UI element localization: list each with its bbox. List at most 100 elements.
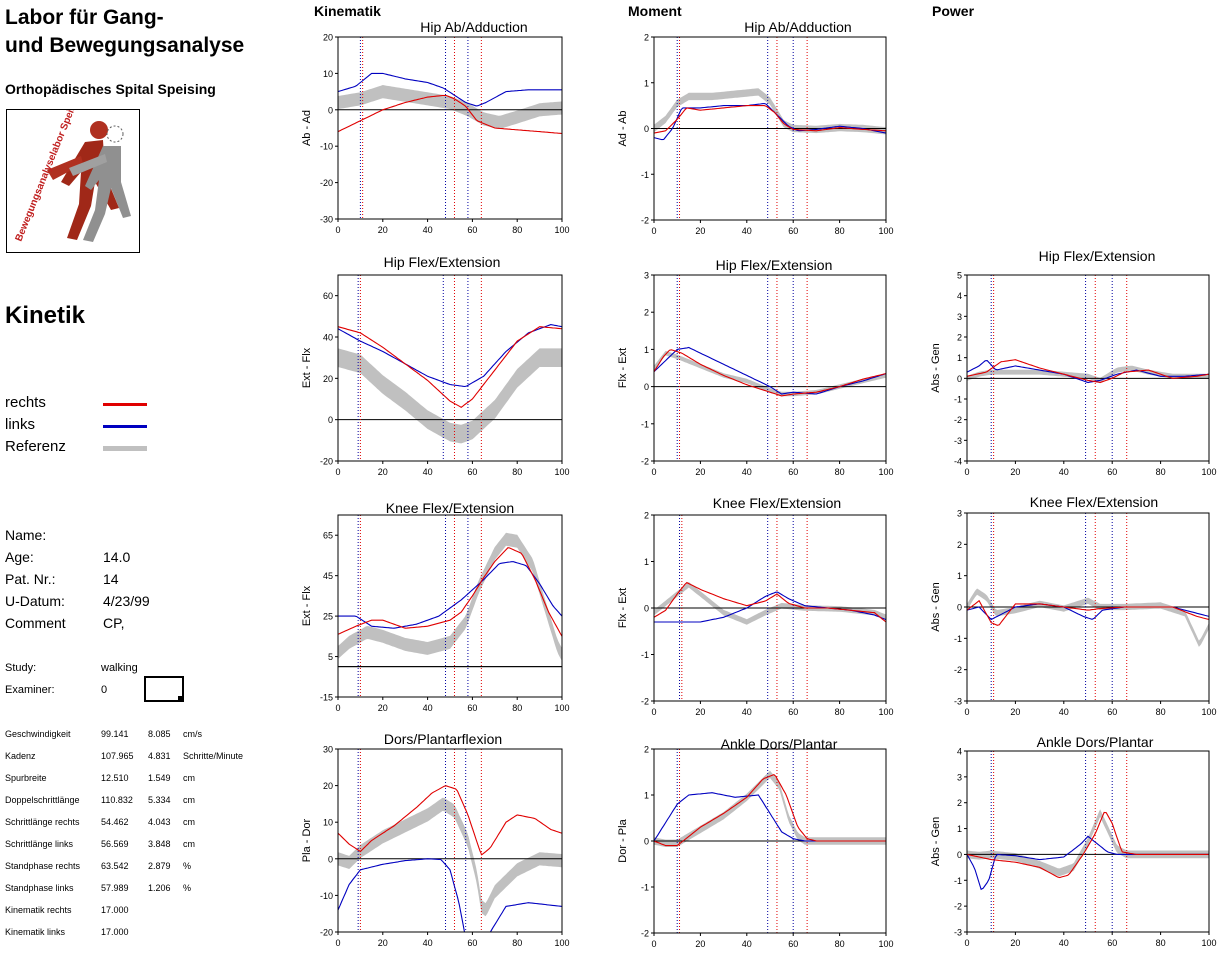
gait-parameter-row: Spurbreite 12.510 1.549 cm — [5, 773, 295, 786]
gait-parameter-value: 17.000 — [101, 905, 129, 915]
gait-parameter-unit: Schritte/Minute — [183, 751, 244, 761]
y-tick-label: 0 — [328, 854, 333, 864]
x-tick-label: 0 — [651, 226, 656, 236]
runner-figure-red — [47, 121, 119, 240]
x-tick-label: 60 — [788, 939, 798, 949]
series-right-line — [967, 359, 1209, 384]
reference-band — [654, 88, 886, 135]
y-axis-label: Abs - Gen — [930, 582, 942, 632]
gait-parameter-value: 63.542 — [101, 861, 129, 871]
x-tick-label: 60 — [467, 467, 477, 477]
gait-parameter-unit: % — [183, 861, 192, 871]
y-tick-label: 10 — [323, 818, 333, 828]
chart-mom-hip-flex: -2 -1 0 1 2 3 0 20 40 60 80 100 Hip Flex/Extension Fl… — [617, 257, 894, 477]
legend-left: links — [5, 416, 165, 436]
x-tick-label: 40 — [423, 225, 433, 235]
y-axis-label: Ext - Flx — [301, 347, 313, 388]
x-tick-label: 100 — [878, 467, 893, 477]
gait-parameter-unit: cm — [183, 817, 195, 827]
x-tick-label: 0 — [651, 707, 656, 717]
series-left-line — [338, 561, 562, 629]
series-right-line — [338, 785, 562, 856]
plot-frame — [966, 274, 1210, 462]
gait-parameter-row: Geschwindigkeit 99.141 8.085 cm/s — [5, 729, 295, 742]
x-tick-label: 60 — [467, 703, 477, 713]
x-tick-label: 80 — [835, 707, 845, 717]
gait-parameter-value: 4.043 — [148, 817, 171, 827]
gait-parameter-unit: cm — [183, 839, 195, 849]
gait-parameter-value: 5.334 — [148, 795, 171, 805]
y-axis-label: Ext - Flx — [301, 585, 313, 626]
gait-parameter-value: 107.965 — [101, 751, 134, 761]
x-tick-label: 40 — [1059, 938, 1069, 948]
y-tick-label: 25 — [323, 612, 333, 622]
y-tick-label: 3 — [957, 509, 962, 519]
x-tick-label: 0 — [964, 938, 969, 948]
y-tick-label: 0 — [644, 382, 649, 392]
gait-parameter-value: 1.549 — [148, 773, 171, 783]
series-right-line — [654, 581, 886, 623]
y-tick-label: 20 — [323, 374, 333, 384]
y-tick-label: 0 — [328, 105, 333, 115]
chart-title: Hip Flex/Extension — [716, 257, 833, 273]
y-tick-label: 40 — [323, 333, 333, 343]
y-tick-label: 0 — [644, 124, 649, 134]
x-tick-label: 60 — [788, 467, 798, 477]
y-tick-label: 1 — [644, 345, 649, 355]
y-tick-label: -20 — [320, 928, 333, 938]
hospital-name: Orthopädisches Spital Speising — [5, 81, 216, 97]
y-tick-label: 2 — [644, 308, 649, 318]
y-tick-label: -2 — [641, 929, 649, 939]
gait-parameter-name: Geschwindigkeit — [5, 729, 71, 739]
chart-title: Hip Ab/Adduction — [744, 19, 851, 35]
exam-date-label: U-Datum: — [5, 593, 65, 609]
x-tick-label: 80 — [1156, 467, 1166, 477]
legend-right-label: rechts — [5, 394, 46, 411]
examiner-label: Examiner: — [5, 684, 55, 696]
patient-number-value: 14 — [103, 571, 119, 587]
x-tick-label: 0 — [651, 939, 656, 949]
series-left-line — [338, 72, 562, 107]
x-tick-label: 80 — [835, 939, 845, 949]
series-left-line — [338, 858, 562, 932]
x-tick-label: 0 — [335, 938, 340, 948]
y-tick-label: 3 — [957, 312, 962, 322]
series-right-line — [338, 94, 562, 135]
series-right-line — [967, 599, 1209, 626]
column-power: Power — [932, 3, 975, 19]
y-tick-label: 45 — [323, 571, 333, 581]
x-tick-label: 0 — [964, 707, 969, 717]
legend-reference: Referenz — [5, 438, 165, 458]
examiner-box — [144, 676, 184, 702]
x-tick-label: 40 — [423, 467, 433, 477]
x-tick-label: 40 — [423, 703, 433, 713]
y-tick-label: -3 — [954, 436, 962, 446]
x-tick-label: 100 — [554, 938, 569, 948]
gait-parameter-name: Schrittlänge rechts — [5, 817, 80, 827]
y-tick-label: 4 — [957, 747, 962, 757]
y-tick-label: -15 — [320, 693, 333, 703]
gait-parameter-unit: cm — [183, 773, 195, 783]
chart-title: Knee Flex/Extension — [1030, 494, 1158, 510]
examiner-value: 0 — [101, 684, 108, 696]
lab-title-line2: und Bewegungsanalyse — [5, 34, 245, 57]
study-label: Study: — [5, 662, 37, 674]
y-tick-label: 65 — [323, 531, 333, 541]
gait-parameter-row: Kadenz 107.965 4.831 Schritte/Minute — [5, 751, 295, 764]
gait-parameter-value: 57.989 — [101, 883, 129, 893]
plot-frame — [337, 748, 563, 933]
y-tick-label: -1 — [954, 634, 962, 644]
y-axis-label: Flx - Ext — [617, 348, 629, 388]
patient-number-label: Pat. Nr.: — [5, 571, 56, 587]
patient-comment-label: Comment — [5, 615, 66, 631]
chart-title: Knee Flex/Extension — [386, 500, 514, 516]
reference-band — [338, 348, 562, 444]
legend-reference-swatch — [103, 446, 147, 451]
reference-band — [338, 532, 562, 661]
x-tick-label: 100 — [1201, 938, 1216, 948]
gait-parameter-value: 3.848 — [148, 839, 171, 849]
gait-parameter-row: Standphase rechts 63.542 2.879% — [5, 861, 295, 874]
